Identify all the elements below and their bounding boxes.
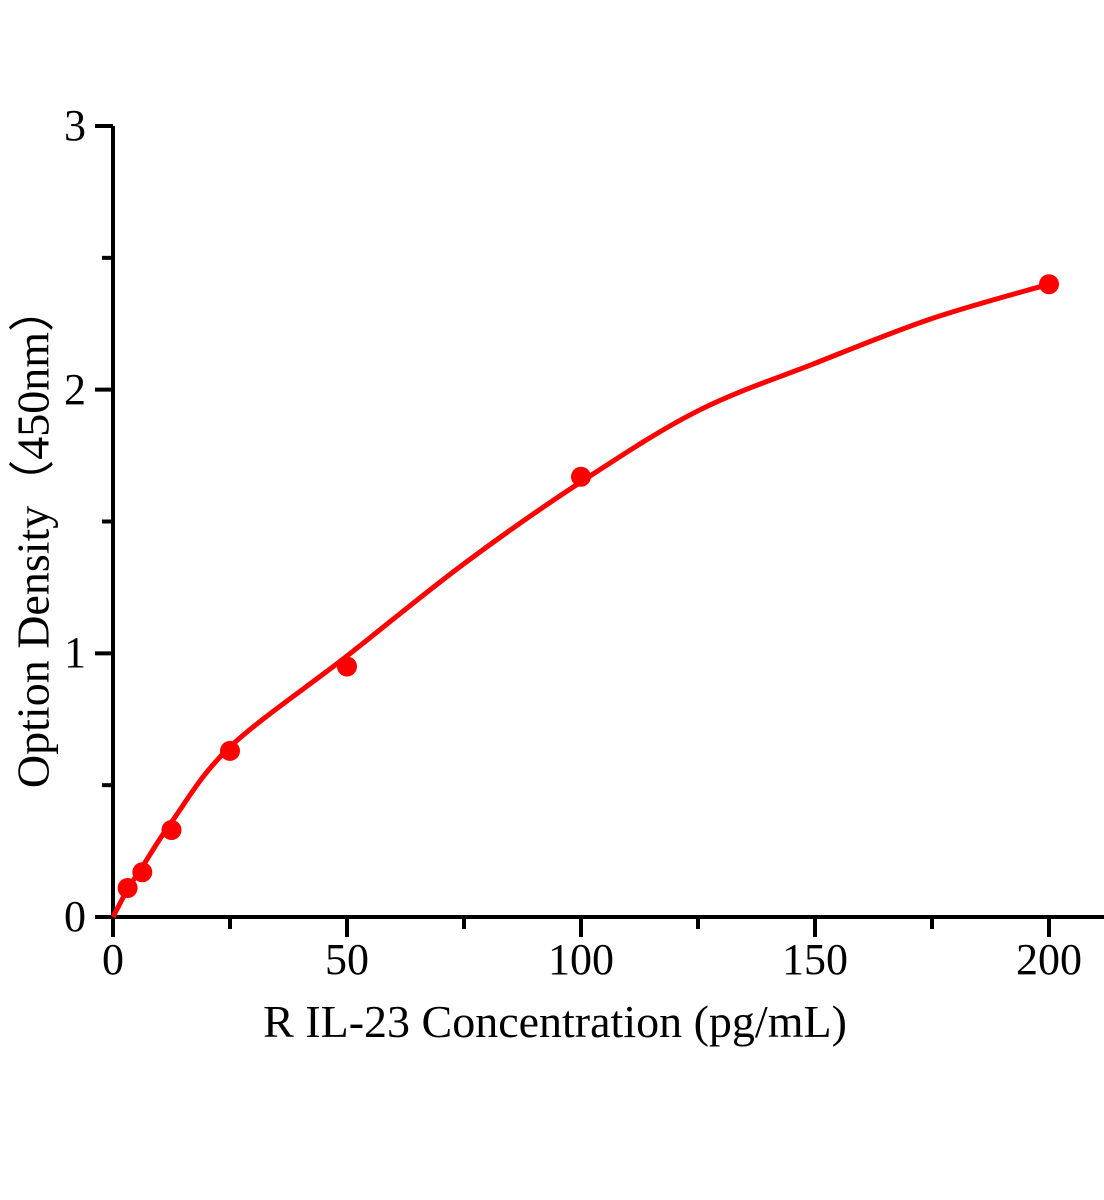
fit-curve — [110, 281, 1050, 919]
y-tick-label-3: 3 — [64, 101, 86, 150]
x-axis-title: R IL-23 Concentration (pg/mL) — [263, 996, 847, 1047]
data-point — [117, 878, 138, 898]
axis-spines — [111, 126, 1104, 919]
y-tick-label-1: 1 — [64, 628, 86, 678]
data-point — [220, 740, 240, 761]
data-point — [161, 820, 182, 840]
x-tick-label-100: 100 — [548, 935, 614, 984]
y-axis-title: Option Density（450nm） — [7, 285, 59, 789]
data-point — [337, 656, 357, 677]
y-tick-label-2: 2 — [64, 364, 86, 414]
x-tick-label-200: 200 — [1016, 935, 1082, 984]
data-point — [132, 862, 153, 883]
y-tick-label-0: 0 — [64, 892, 86, 941]
data-point — [571, 466, 591, 487]
x-tick-label-150: 150 — [782, 935, 848, 984]
data-point — [1039, 274, 1059, 295]
x-tick-label-50: 50 — [325, 935, 369, 984]
x-tick-label-0: 0 — [102, 935, 124, 984]
